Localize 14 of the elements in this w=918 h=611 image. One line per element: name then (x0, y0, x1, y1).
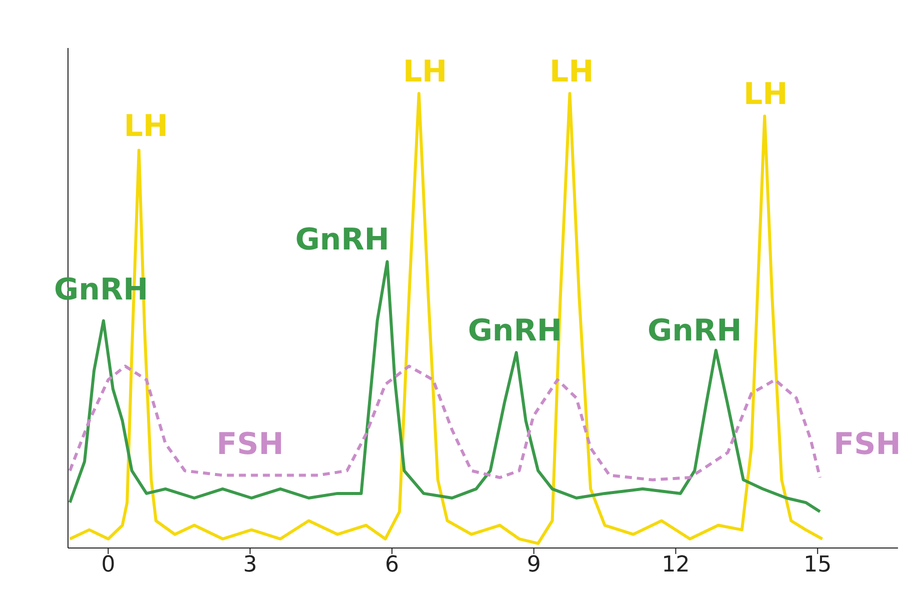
annotation: LH (124, 108, 168, 144)
x-tick-label: 3 (243, 552, 258, 578)
x-tick-label: 9 (526, 552, 541, 578)
series-label: FSH (834, 427, 901, 462)
x-tick-label: 12 (662, 552, 690, 578)
series-label: GnRH (295, 222, 390, 258)
series-label: LH (402, 54, 448, 90)
annotation: GnRH (648, 313, 742, 348)
text: LH (550, 54, 594, 90)
x-tick-label: 0 (101, 552, 116, 578)
x-tick-label: 6 (384, 552, 399, 578)
annotation: LH (743, 77, 788, 112)
annotation: FSH (216, 427, 284, 462)
x-tick-label: 15 (804, 552, 832, 578)
